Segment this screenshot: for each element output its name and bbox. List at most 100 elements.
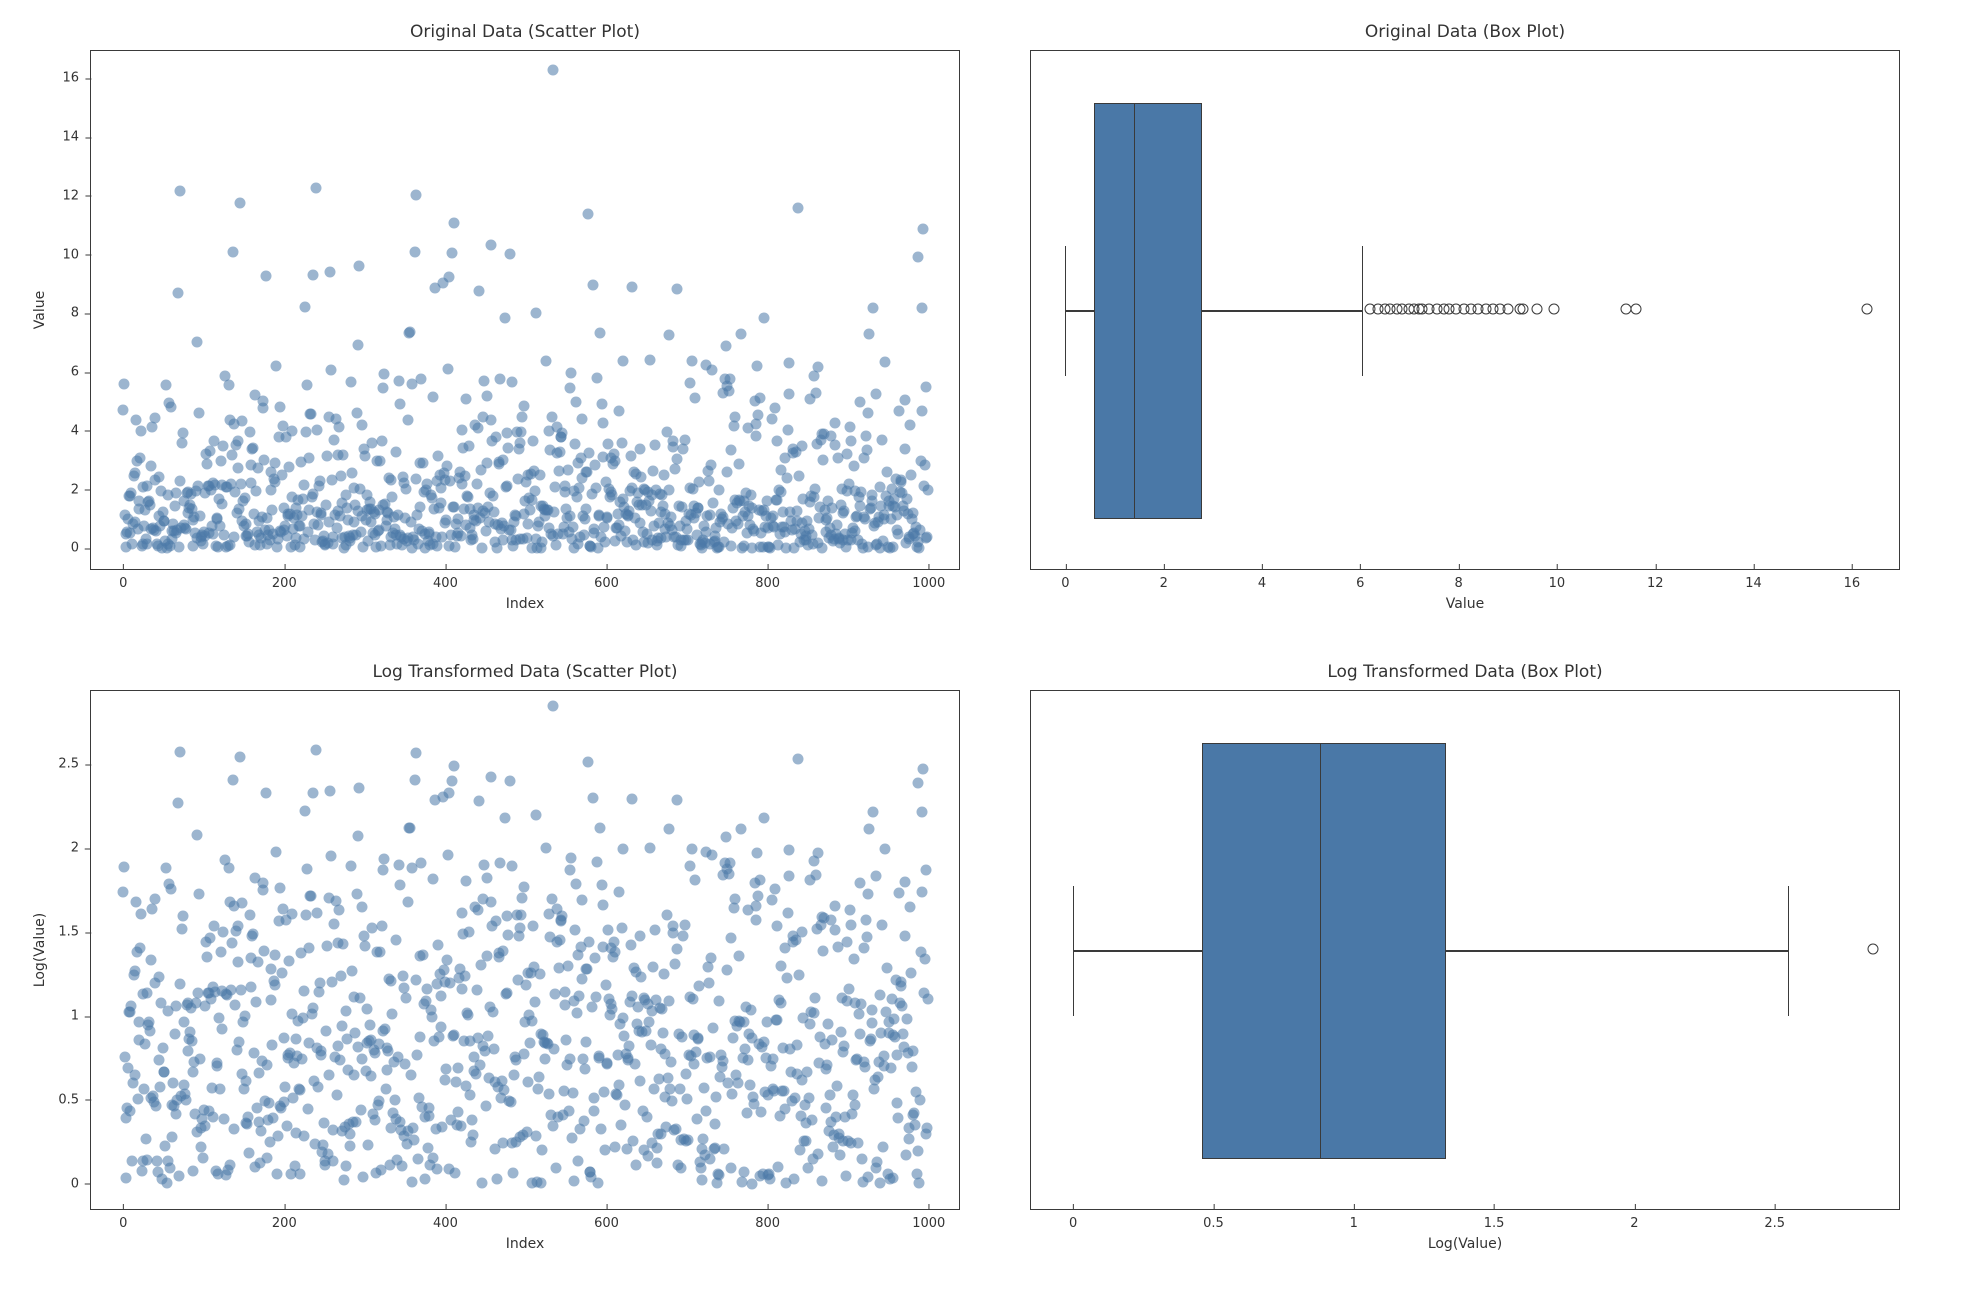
data-point [409, 247, 420, 258]
data-point [806, 1114, 817, 1125]
y-tick-label: 12 [62, 188, 79, 203]
x-tick-label: 1000 [912, 1216, 945, 1231]
data-point [506, 860, 517, 871]
data-point [547, 700, 558, 711]
data-point [892, 1097, 903, 1108]
data-point [896, 976, 907, 987]
data-point [474, 796, 485, 807]
data-point [191, 829, 202, 840]
data-point [794, 470, 805, 481]
y-axis-label: Log(Value) [32, 913, 48, 987]
data-point [442, 849, 453, 860]
data-point [666, 1096, 677, 1107]
data-point [914, 543, 925, 554]
data-point [521, 979, 532, 990]
data-point [427, 391, 438, 402]
x-axis-label: Index [90, 1236, 960, 1252]
data-point [474, 285, 485, 296]
data-point [751, 901, 762, 912]
data-point [417, 457, 428, 468]
data-point [226, 449, 237, 460]
data-point [711, 1091, 722, 1102]
data-point [351, 889, 362, 900]
data-point [672, 944, 683, 955]
data-point [479, 859, 490, 870]
data-point [550, 1162, 561, 1173]
data-point [541, 355, 552, 366]
data-point [173, 797, 184, 808]
data-point [197, 1153, 208, 1164]
data-point [771, 435, 782, 446]
data-point [818, 945, 829, 956]
data-point [821, 1102, 832, 1113]
whisker-cap [1788, 886, 1789, 1016]
data-point [175, 186, 186, 197]
data-point [574, 990, 585, 1001]
data-point [856, 486, 867, 497]
data-point [237, 898, 248, 909]
data-point [902, 1014, 913, 1025]
data-point [297, 1053, 308, 1064]
data-point [232, 957, 243, 968]
data-point [576, 974, 587, 985]
data-point [736, 823, 747, 834]
data-point [913, 1145, 924, 1156]
data-point [387, 1009, 398, 1020]
data-point [165, 402, 176, 413]
data-point [616, 922, 627, 933]
panel-scatter-original: Original Data (Scatter Plot) Value 02004… [90, 50, 960, 570]
data-point [132, 1093, 143, 1104]
data-point [773, 1162, 784, 1173]
data-point [336, 1021, 347, 1032]
median-line [1134, 103, 1135, 519]
x-tick-label: 0 [1061, 576, 1069, 591]
data-point [685, 377, 696, 388]
data-point [709, 1119, 720, 1130]
data-point [302, 1104, 313, 1115]
data-point [405, 327, 416, 338]
data-point [690, 393, 701, 404]
data-point [448, 760, 459, 771]
outlier-point [1502, 304, 1513, 315]
data-point [130, 468, 141, 479]
data-point [772, 1015, 783, 1026]
box-iqr [1094, 103, 1202, 519]
data-point [501, 481, 512, 492]
data-point [902, 494, 913, 505]
data-point [380, 1084, 391, 1095]
data-point [135, 942, 146, 953]
data-point [899, 444, 910, 455]
data-point [881, 963, 892, 974]
data-point [592, 1177, 603, 1188]
data-point [693, 1033, 704, 1044]
data-point [752, 847, 763, 858]
data-point [492, 1174, 503, 1185]
data-point [745, 1004, 756, 1015]
data-point [583, 208, 594, 219]
data-point [146, 461, 157, 472]
data-point [918, 223, 929, 234]
data-point [272, 1130, 283, 1141]
y-tick-label: 0 [71, 541, 79, 556]
data-point [322, 451, 333, 462]
data-point [595, 1124, 606, 1135]
data-point [131, 896, 142, 907]
data-point [326, 364, 337, 375]
data-point [580, 504, 591, 515]
data-point [467, 533, 478, 544]
data-point [690, 875, 701, 886]
data-point [370, 1115, 381, 1126]
data-point [136, 1165, 147, 1176]
data-point [338, 450, 349, 461]
data-point [131, 414, 142, 425]
data-point [827, 1034, 838, 1045]
data-point [321, 1025, 332, 1036]
data-point [873, 1072, 884, 1083]
data-point [247, 929, 258, 940]
data-point [839, 506, 850, 517]
data-point [531, 1131, 542, 1142]
data-point [218, 1113, 229, 1124]
whisker-line [1446, 950, 1788, 951]
data-point [855, 396, 866, 407]
data-point [476, 1178, 487, 1189]
